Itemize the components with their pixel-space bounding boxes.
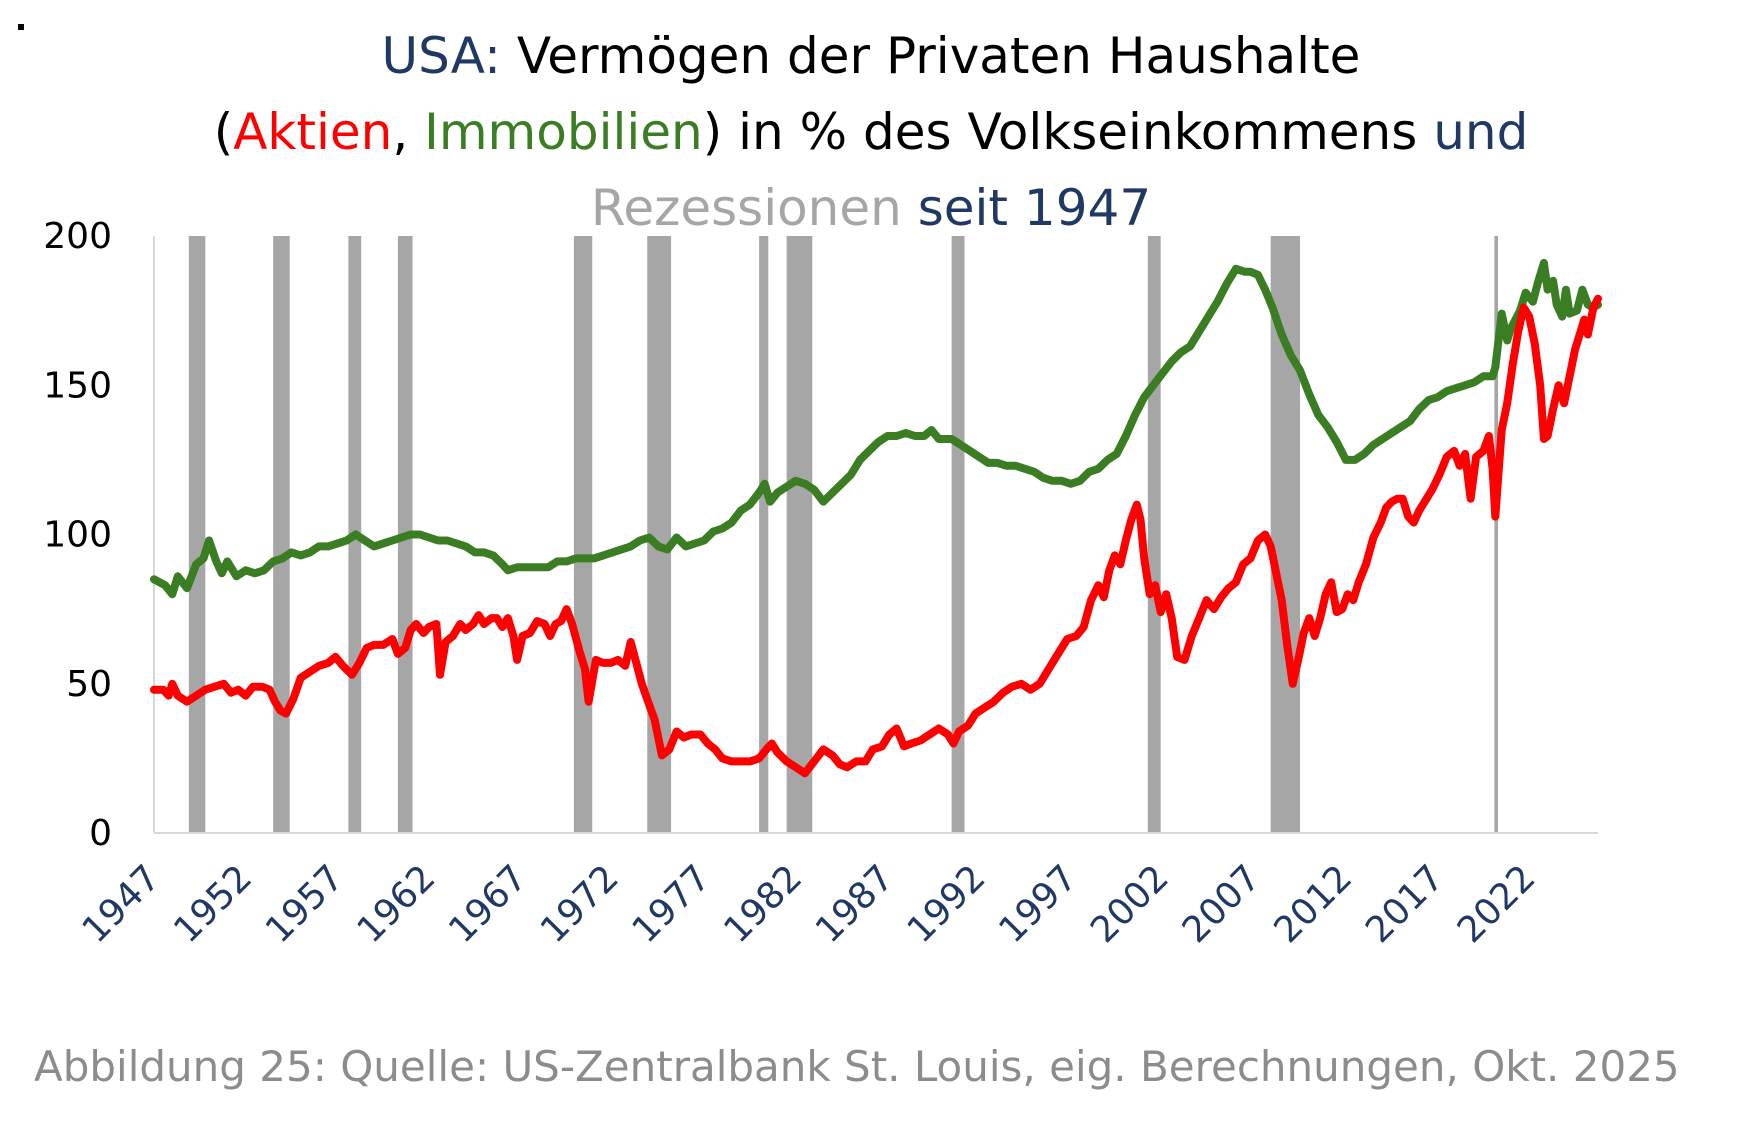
x-tick-label: 2022 (1450, 857, 1544, 951)
corner-dot (18, 24, 24, 30)
recession-band-11 (1494, 236, 1499, 833)
x-tick-label: 1992 (900, 857, 994, 951)
recession-bands (188, 236, 1499, 833)
title-comma: , (392, 103, 425, 161)
x-tick-label: 1977 (625, 857, 719, 951)
x-tick-label: 1962 (350, 857, 444, 951)
series-lines (150, 258, 1602, 778)
recession-band-4 (573, 236, 593, 833)
source-caption: Abbildung 25: Quelle: US-Zentralbank St.… (34, 1042, 1680, 1091)
title-line-3: Rezessionen seit 1947 (0, 170, 1742, 246)
y-tick-label: 0 (89, 813, 112, 854)
x-tick-label: 1957 (258, 857, 352, 951)
recession-band-9 (1147, 236, 1161, 833)
y-tick-label: 150 (43, 365, 112, 406)
recession-band-7 (786, 236, 813, 833)
x-tick-label: 2002 (1083, 857, 1177, 951)
recession-band-0 (188, 236, 206, 833)
x-tick-label: 1952 (166, 857, 260, 951)
title-rezessionen: Rezessionen (590, 179, 902, 237)
x-tick-label: 1972 (533, 857, 627, 951)
title-heading: Vermögen der Privaten Haushalte (500, 27, 1361, 85)
chart-title: USA: Vermögen der Privaten Haushalte (Ak… (0, 18, 1742, 246)
y-tick-label: 50 (66, 664, 112, 705)
title-line-1: USA: Vermögen der Privaten Haushalte (0, 18, 1742, 94)
x-tick-label: 1947 (75, 857, 169, 951)
title-paren-open: ( (213, 103, 234, 161)
title-und: und (1417, 103, 1529, 161)
title-immobilien: Immobilien (424, 103, 703, 161)
x-tick-label: 2007 (1175, 857, 1269, 951)
recession-band-1 (273, 236, 290, 833)
title-usa: USA: (381, 27, 501, 85)
series-line-aktien (150, 294, 1602, 778)
x-tick-label: 1987 (808, 857, 902, 951)
x-tick-label: 1997 (991, 857, 1085, 951)
axes (153, 236, 1598, 834)
x-tick-label: 1967 (441, 857, 535, 951)
x-tick-label: 1982 (716, 857, 810, 951)
recession-band-5 (647, 236, 672, 833)
x-tick-label: 2012 (1266, 857, 1360, 951)
y-tick-label: 200 (43, 216, 112, 257)
title-seit: seit 1947 (901, 179, 1152, 237)
series-line-immobilien (150, 258, 1602, 599)
y-tick-label: 100 (43, 515, 112, 556)
title-line-2: (Aktien, Immobilien) in % des Volkseinko… (0, 94, 1742, 170)
title-aktien: Aktien (233, 103, 393, 161)
recession-band-8 (951, 236, 965, 833)
x-tick-label: 2017 (1358, 857, 1452, 951)
recession-band-6 (759, 236, 769, 833)
title-volkseinkommen: ) in % des Volkseinkommens (702, 103, 1418, 161)
